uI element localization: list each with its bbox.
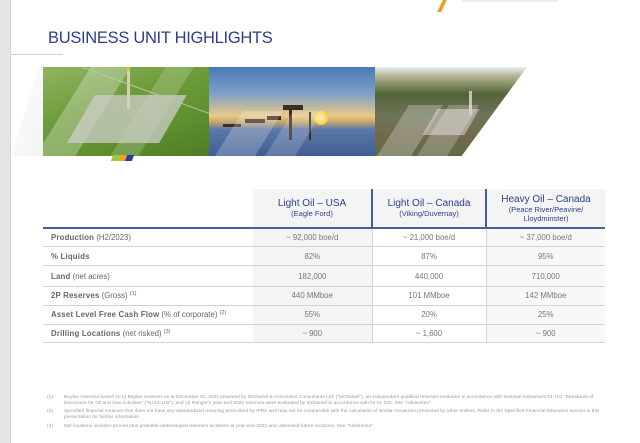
logo-block-blue (124, 155, 135, 161)
cell-value: ~ 21,000 boe/d (371, 228, 486, 248)
row-label: Land (net acres) (43, 265, 253, 288)
footnote-3: (3) Net locations includes proved plus p… (47, 423, 375, 429)
banner-image-pumpjacks (209, 67, 375, 156)
row-label: % Liquids (43, 246, 253, 267)
cell-value: 182,000 (253, 265, 372, 288)
footnote-ref: (2) (219, 310, 227, 317)
footnote-ref: (1) (129, 291, 137, 298)
footnote-ref: (3) (163, 329, 171, 336)
cell-value: ~ 1,600 (371, 324, 486, 344)
cell-value: 440 MMboe (253, 286, 372, 306)
brand-header-bar (462, 0, 558, 2)
banner-image-forest-rig (375, 67, 527, 156)
row-label: Production (H2/2023) (43, 228, 253, 248)
footnote-1: (1) Baytex reserves based on (i) Baytex … (47, 395, 594, 407)
banner-image-drilling-pad (43, 67, 209, 156)
cell-value: 20% (371, 305, 486, 325)
business-unit-table: Light Oil – USA (Eagle Ford) Light Oil –… (43, 189, 605, 344)
table-row-drilling-locations: Drilling Locations (net risked) (3) ~ 90… (43, 324, 605, 344)
table-row-free-cash-flow: Asset Level Free Cash Flow (% of corpora… (43, 305, 605, 325)
footnotes: (1) Baytex reserves based on (i) Baytex … (47, 395, 607, 432)
cell-value: ~ 92,000 boe/d (253, 228, 372, 248)
page-title: BUSINESS UNIT HIGHLIGHTS (48, 29, 273, 47)
cell-value: 710,000 (485, 265, 605, 288)
table-header-row: Light Oil – USA (Eagle Ford) Light Oil –… (43, 189, 605, 229)
row-label: Drilling Locations (net risked) (3) (43, 324, 253, 344)
cell-value: 440,000 (371, 265, 486, 288)
brand-accent-slash (437, 0, 447, 12)
photo-banner (43, 67, 609, 156)
cell-value: 55% (253, 305, 372, 325)
cell-value: 87% (371, 246, 486, 267)
cell-value: 25% (485, 305, 605, 325)
cell-value: ~ 37,000 boe/d (485, 228, 605, 248)
table-row-liquids: % Liquids 82% 87% 95% (43, 246, 605, 267)
header-blank-cell (43, 189, 253, 229)
cell-value: ~ 900 (253, 324, 372, 344)
header-light-oil-usa: Light Oil – USA (Eagle Ford) (253, 189, 372, 229)
cell-value: 95% (485, 246, 605, 267)
table-row-2p-reserves: 2P Reserves (Gross) (1) 440 MMboe 101 MM… (43, 286, 605, 306)
cell-value: 101 MMboe (371, 286, 486, 306)
cell-value: 82% (253, 246, 372, 267)
title-divider (11, 54, 63, 55)
header-light-oil-canada: Light Oil – Canada (Viking/Duvernay) (371, 189, 486, 229)
footnote-2: (2) Specified financial measure that doe… (47, 409, 600, 421)
table-row-land: Land (net acres) 182,000 440,000 710,000 (43, 265, 605, 288)
cell-value: ~ 900 (485, 324, 605, 344)
page-left-margin (0, 0, 11, 443)
row-label: 2P Reserves (Gross) (1) (43, 286, 253, 306)
cell-value: 142 MMboe (485, 286, 605, 306)
header-heavy-oil-canada: Heavy Oil – Canada (Peace River/Peavine/… (485, 189, 605, 229)
table-row-production: Production (H2/2023) ~ 92,000 boe/d ~ 21… (43, 228, 605, 248)
row-label: Asset Level Free Cash Flow (% of corpora… (43, 305, 253, 325)
